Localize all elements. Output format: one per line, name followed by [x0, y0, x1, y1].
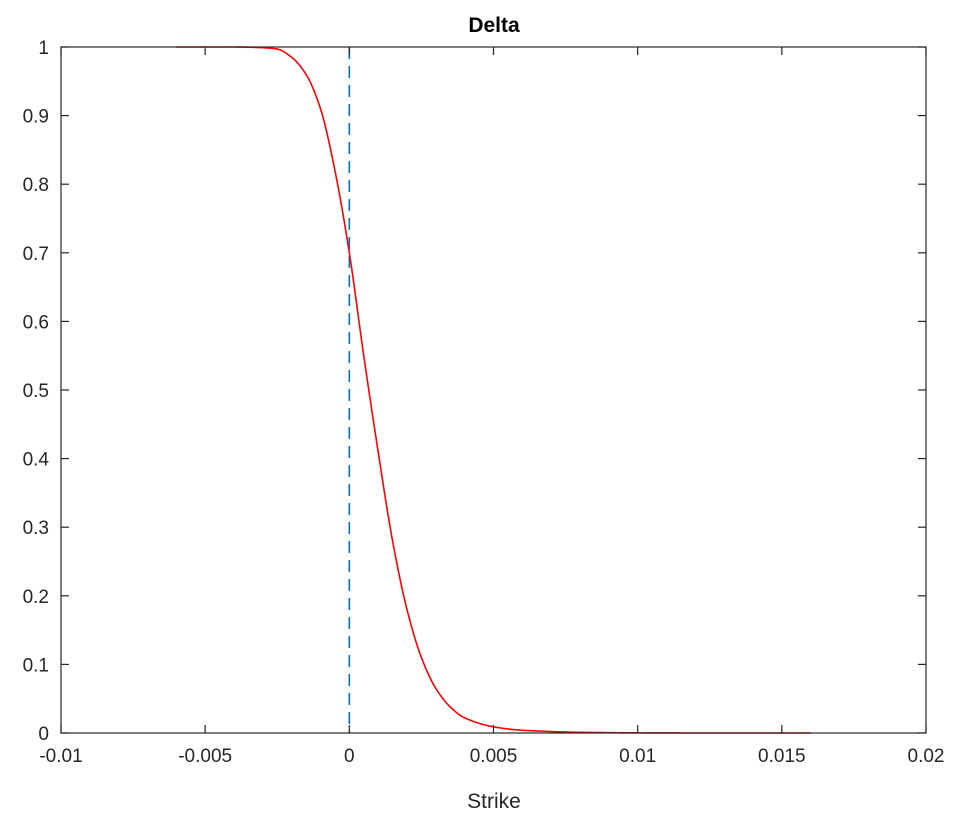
y-tick-label: 0.9 — [23, 107, 49, 128]
series-line-0 — [176, 46, 811, 734]
y-tick-label: 0.5 — [23, 381, 49, 402]
x-tick-label: -0.01 — [39, 746, 82, 767]
y-axis: 0 0.1 0.2 0.3 0.4 0.5 0.6 0.7 0.8 0.9 1 — [23, 38, 926, 745]
x-axis: -0.01 -0.005 0 0.005 0.01 0.015 0.02 — [39, 47, 944, 767]
chart-title: Delta — [468, 14, 520, 37]
x-tick-label: 0.015 — [758, 746, 806, 767]
x-tick-label: 0 — [344, 746, 355, 767]
y-tick-label: 0.6 — [23, 312, 49, 333]
x-axis-label: Strike — [467, 790, 521, 813]
plot-area — [61, 47, 926, 733]
y-tick-label: 0.7 — [23, 244, 49, 265]
series-group — [176, 46, 811, 734]
x-tick-label: 0.005 — [470, 746, 518, 767]
y-tick-label: 0.8 — [23, 175, 49, 196]
y-tick-label: 0.4 — [23, 450, 50, 471]
x-tick-label: 0.02 — [908, 746, 945, 767]
x-tick-label: 0.01 — [619, 746, 656, 767]
y-tick-label: 0.2 — [23, 587, 49, 608]
plot-background — [61, 47, 926, 733]
y-tick-label: 0.1 — [23, 655, 49, 676]
y-tick-label: 1 — [38, 38, 49, 59]
y-tick-label: 0.3 — [23, 518, 49, 539]
y-tick-label: 0 — [38, 724, 49, 745]
x-tick-label: -0.005 — [178, 746, 232, 767]
